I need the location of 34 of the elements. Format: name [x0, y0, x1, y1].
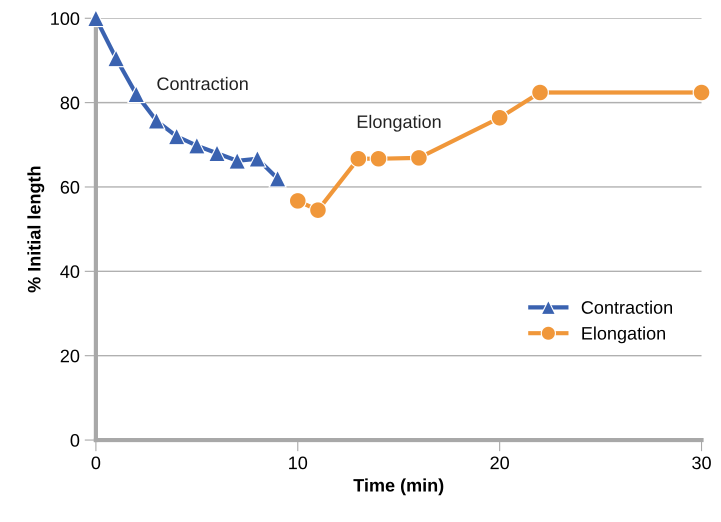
- point: [692, 84, 710, 102]
- x-tick-label: 0: [92, 456, 100, 470]
- y-tick-label: 20: [60, 350, 80, 362]
- point: [490, 108, 509, 127]
- y-tick-label: 40: [60, 265, 80, 278]
- x-tick-label: 30: [692, 456, 711, 470]
- point: [349, 150, 368, 168]
- point: [228, 152, 246, 170]
- y-tick-label: 80: [60, 96, 80, 110]
- point: [188, 136, 206, 155]
- point: [107, 49, 125, 68]
- legend-label: Contraction: [582, 300, 672, 314]
- point: [148, 112, 166, 130]
- y-tick-label: 0: [70, 434, 80, 447]
- legend-label: Elongation: [582, 326, 666, 344]
- point: [410, 148, 428, 167]
- point: [208, 144, 226, 162]
- point: [248, 150, 266, 168]
- point: [87, 9, 105, 28]
- point: [168, 127, 186, 146]
- x-tick-label: 10: [289, 456, 308, 470]
- point: [370, 150, 388, 168]
- y-tick-label: 100: [51, 12, 80, 25]
- y-axis-title: % Initial length: [27, 166, 44, 292]
- y-tick-label: 60: [60, 180, 80, 194]
- x-axis-title: Time (min): [353, 478, 444, 496]
- annotation: Contraction: [157, 76, 248, 90]
- x-tick-label: 20: [490, 456, 509, 470]
- point: [309, 201, 327, 220]
- point: [268, 170, 286, 188]
- point: [127, 85, 146, 104]
- point: [531, 84, 549, 102]
- point: [288, 192, 307, 210]
- annotation: Elongation: [358, 114, 440, 132]
